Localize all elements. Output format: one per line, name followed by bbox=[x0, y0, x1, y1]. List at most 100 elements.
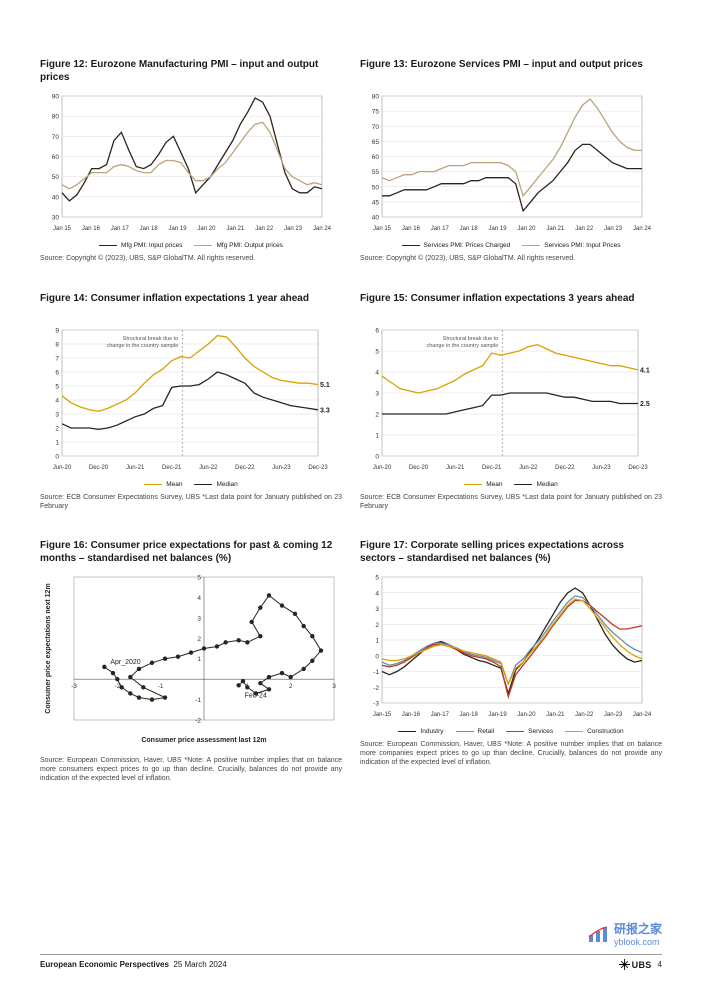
svg-text:Jan-21: Jan-21 bbox=[546, 712, 565, 718]
svg-text:Dec-21: Dec-21 bbox=[482, 465, 502, 471]
svg-text:-2: -2 bbox=[195, 718, 201, 725]
svg-text:40: 40 bbox=[372, 215, 380, 222]
figure-16-title: Figure 16: Consumer price expectations f… bbox=[40, 539, 342, 565]
figure-12: Figure 12: Eurozone Manufacturing PMI – … bbox=[40, 58, 342, 264]
svg-text:8: 8 bbox=[55, 341, 59, 348]
svg-text:1: 1 bbox=[375, 432, 379, 439]
svg-text:0: 0 bbox=[55, 453, 59, 460]
svg-text:2: 2 bbox=[289, 683, 293, 690]
page-number: 4 bbox=[658, 960, 662, 969]
svg-text:Jun-20: Jun-20 bbox=[53, 465, 72, 471]
svg-text:60: 60 bbox=[52, 154, 60, 161]
svg-text:-1: -1 bbox=[373, 669, 379, 676]
svg-text:Structural break due to: Structural break due to bbox=[443, 336, 499, 342]
svg-text:Jan-15: Jan-15 bbox=[373, 712, 392, 718]
svg-text:Jun-23: Jun-23 bbox=[592, 465, 611, 471]
svg-text:6: 6 bbox=[55, 369, 59, 376]
svg-text:Jan 24: Jan 24 bbox=[633, 226, 652, 232]
svg-text:Jun-21: Jun-21 bbox=[446, 465, 465, 471]
svg-text:3: 3 bbox=[197, 616, 201, 623]
svg-text:5: 5 bbox=[375, 348, 379, 355]
svg-text:Jan-16: Jan-16 bbox=[402, 712, 421, 718]
figure-15-chart: 0123456Jun-20Dec-20Jun-21Dec-21Jun-22Dec… bbox=[360, 324, 662, 479]
svg-text:Consumer price assessment last: Consumer price assessment last 12m bbox=[141, 737, 266, 744]
svg-text:change in the country sample: change in the country sample bbox=[426, 343, 498, 349]
keys-icon bbox=[619, 959, 630, 970]
svg-text:-2: -2 bbox=[373, 685, 379, 692]
svg-text:5.1: 5.1 bbox=[320, 382, 330, 389]
figure-12-title: Figure 12: Eurozone Manufacturing PMI – … bbox=[40, 58, 342, 84]
svg-text:Dec-22: Dec-22 bbox=[235, 465, 255, 471]
legend-label: Median bbox=[536, 481, 557, 488]
legend-label: Mean bbox=[486, 481, 502, 488]
figure-12-source: Source: Copyright © (2023), UBS, S&P Glo… bbox=[40, 255, 342, 264]
figure-13: Figure 13: Eurozone Services PMI – input… bbox=[360, 58, 662, 264]
legend-label: Industry bbox=[420, 728, 443, 735]
svg-text:5: 5 bbox=[375, 575, 379, 582]
svg-text:Jan 20: Jan 20 bbox=[197, 226, 216, 232]
svg-text:Jan 16: Jan 16 bbox=[402, 226, 421, 232]
svg-text:2: 2 bbox=[197, 636, 201, 643]
svg-text:1: 1 bbox=[375, 638, 379, 645]
figure-17: Figure 17: Corporate selling prices expe… bbox=[360, 539, 662, 783]
figure-13-legend: Services PMI: Prices Charged Services PM… bbox=[360, 242, 662, 249]
figure-16-source: Source: European Commission, Haver, UBS … bbox=[40, 757, 342, 783]
figure-17-chart: -3-2-1012345Jan-15Jan-16Jan-17Jan-18Jan-… bbox=[360, 571, 662, 726]
svg-text:5: 5 bbox=[197, 575, 201, 582]
svg-text:4: 4 bbox=[375, 369, 379, 376]
svg-text:80: 80 bbox=[372, 94, 380, 101]
svg-text:Jan 21: Jan 21 bbox=[226, 226, 245, 232]
figure-17-title: Figure 17: Corporate selling prices expe… bbox=[360, 539, 662, 565]
footer-right: UBS 4 bbox=[619, 959, 662, 970]
svg-text:Jan 15: Jan 15 bbox=[53, 226, 72, 232]
figure-15-title: Figure 15: Consumer inflation expectatio… bbox=[360, 292, 662, 318]
legend-label: Services PMI: Input Prices bbox=[544, 242, 620, 249]
watermark-cn: 研报之家 bbox=[614, 922, 662, 936]
svg-text:70: 70 bbox=[372, 124, 380, 131]
svg-text:Dec-21: Dec-21 bbox=[162, 465, 182, 471]
svg-text:9: 9 bbox=[55, 327, 59, 334]
svg-text:2: 2 bbox=[375, 622, 379, 629]
svg-text:Jan 16: Jan 16 bbox=[82, 226, 101, 232]
svg-text:2.5: 2.5 bbox=[640, 401, 650, 408]
svg-text:Jan 17: Jan 17 bbox=[111, 226, 130, 232]
svg-text:Consumer price expectations ne: Consumer price expectations next 12m bbox=[45, 584, 52, 714]
svg-text:4: 4 bbox=[375, 591, 379, 598]
footer-left: European Economic Perspectives 25 March … bbox=[40, 960, 227, 969]
svg-text:80: 80 bbox=[52, 114, 60, 121]
svg-text:3: 3 bbox=[332, 683, 336, 690]
legend-label: Retail bbox=[478, 728, 495, 735]
svg-text:Jan 18: Jan 18 bbox=[140, 226, 159, 232]
svg-text:Apr_2020: Apr_2020 bbox=[110, 659, 140, 666]
figure-15: Figure 15: Consumer inflation expectatio… bbox=[360, 292, 662, 512]
svg-text:6: 6 bbox=[375, 327, 379, 334]
svg-text:-3: -3 bbox=[373, 701, 379, 708]
svg-text:90: 90 bbox=[52, 94, 60, 101]
svg-text:Jan 19: Jan 19 bbox=[169, 226, 188, 232]
svg-text:-3: -3 bbox=[71, 683, 77, 690]
figure-13-chart: 404550556065707580Jan 15Jan 16Jan 17Jan … bbox=[360, 90, 662, 240]
figure-grid: Figure 12: Eurozone Manufacturing PMI – … bbox=[40, 58, 662, 784]
figure-14-title: Figure 14: Consumer inflation expectatio… bbox=[40, 292, 342, 318]
svg-text:Jan-20: Jan-20 bbox=[517, 712, 536, 718]
svg-text:Jan-17: Jan-17 bbox=[431, 712, 450, 718]
svg-text:Jan 20: Jan 20 bbox=[517, 226, 536, 232]
page-footer: European Economic Perspectives 25 March … bbox=[40, 954, 662, 970]
bars-icon bbox=[588, 925, 610, 943]
svg-text:Jan 23: Jan 23 bbox=[604, 226, 623, 232]
svg-text:0: 0 bbox=[375, 453, 379, 460]
svg-text:Jun-22: Jun-22 bbox=[519, 465, 538, 471]
svg-text:2: 2 bbox=[375, 411, 379, 418]
svg-text:Jan 18: Jan 18 bbox=[460, 226, 479, 232]
figure-14-legend: Mean Median bbox=[40, 481, 342, 488]
legend-label: Services PMI: Prices Charged bbox=[424, 242, 511, 249]
svg-text:Jun-22: Jun-22 bbox=[199, 465, 218, 471]
svg-text:1: 1 bbox=[197, 656, 201, 663]
svg-text:3: 3 bbox=[375, 390, 379, 397]
svg-text:Jan 23: Jan 23 bbox=[284, 226, 303, 232]
svg-text:75: 75 bbox=[372, 109, 380, 116]
svg-text:Dec-22: Dec-22 bbox=[555, 465, 575, 471]
svg-text:4.1: 4.1 bbox=[640, 367, 650, 374]
svg-text:3: 3 bbox=[375, 606, 379, 613]
svg-text:50: 50 bbox=[52, 174, 60, 181]
